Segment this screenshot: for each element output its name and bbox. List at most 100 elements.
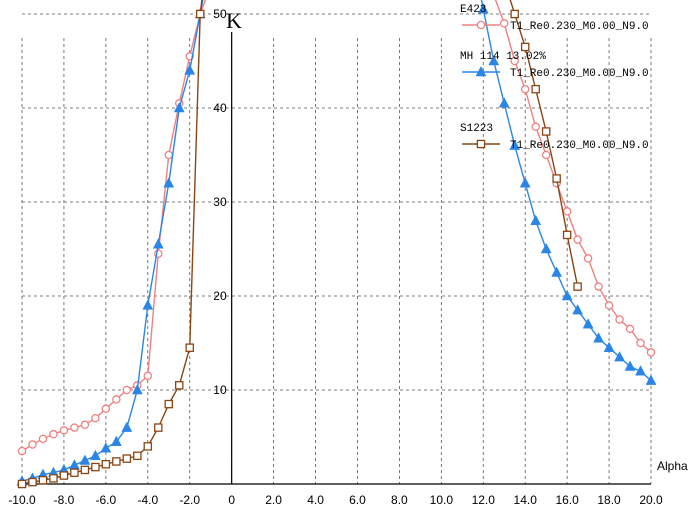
legend-series-subtitle: T1_Re0.230_M0.00_N9.0: [510, 21, 649, 33]
data-point: [133, 451, 142, 461]
data-point: [152, 238, 164, 249]
x-tick-label: -8.0: [54, 493, 75, 507]
legend-series-name: E423: [460, 4, 486, 16]
data-point: [646, 348, 656, 357]
data-point: [101, 460, 111, 469]
data-point: [122, 454, 132, 463]
y-tick-label: 10: [213, 383, 227, 397]
data-point: [509, 139, 521, 150]
data-point: [80, 420, 90, 430]
x-tick-label: -10.0: [8, 493, 36, 507]
data-point: [510, 9, 519, 19]
x-tick-label: -4.0: [137, 493, 158, 507]
data-point: [101, 404, 111, 414]
data-point: [614, 351, 625, 362]
data-point: [121, 421, 133, 432]
data-point: [561, 289, 573, 301]
data-point: [28, 477, 37, 487]
x-tick-label: 4.0: [307, 493, 324, 507]
data-point: [573, 282, 582, 291]
axes: [22, 32, 651, 485]
data-point: [498, 97, 510, 108]
legend-entry-0: E423 T1_Re0.230_M0.00_N9.0: [460, 4, 649, 33]
data-point: [91, 413, 100, 423]
legend-series-subtitle: T1_Re0.230_M0.00_N9.0: [510, 140, 649, 152]
data-point: [615, 315, 624, 324]
x-tick-label: 2.0: [265, 493, 282, 507]
data-point: [69, 459, 80, 470]
y-tick-label: 20: [213, 289, 227, 303]
data-point: [59, 426, 69, 435]
data-point: [91, 462, 100, 472]
data-point: [573, 235, 582, 244]
data-point: [89, 449, 101, 461]
x-tick-label: 18.0: [597, 493, 621, 507]
data-point: [530, 214, 542, 226]
data-point: [645, 374, 657, 385]
data-point: [636, 338, 645, 348]
data-point: [552, 174, 561, 183]
data-point: [17, 446, 27, 456]
data-point: [174, 381, 184, 390]
x-tick-label: -6.0: [96, 493, 117, 507]
data-point: [112, 395, 121, 404]
data-point: [38, 434, 48, 444]
data-point: [624, 360, 636, 371]
data-point: [143, 371, 153, 381]
data-point: [112, 457, 121, 466]
data-point: [100, 442, 112, 453]
data-point: [604, 301, 614, 310]
data-point: [582, 318, 594, 329]
data-point: [488, 54, 500, 66]
data-point: [110, 435, 122, 446]
data-point: [164, 399, 174, 409]
data-point: [49, 429, 58, 439]
data-point: [593, 332, 604, 343]
data-point: [540, 242, 552, 254]
x-tick-label: 0: [228, 493, 235, 507]
y-tick-label: 50: [213, 7, 227, 21]
data-point: [79, 454, 91, 465]
x-tick-label: 20.0: [639, 493, 663, 507]
data-point: [195, 9, 205, 19]
data-point: [49, 474, 58, 483]
data-point: [28, 440, 37, 449]
data-point: [59, 471, 69, 480]
x-tick-label: 8.0: [391, 493, 408, 507]
y-tick-labels: 102030405060708090: [213, 7, 227, 397]
data-point: [531, 84, 540, 94]
data-point: [583, 254, 593, 263]
data-point: [122, 385, 132, 395]
legend-marker: [476, 20, 486, 30]
y-axis-title: K: [226, 8, 242, 33]
y-tick-label: 40: [213, 101, 227, 115]
data-point: [519, 177, 531, 188]
data-point: [38, 475, 48, 485]
data-point: [70, 468, 79, 477]
x-tick-labels: -10.0 -8.0 -6.0 -4.0 -2.0 0 2.0 4.0 6.0 8.0 10.0 12…: [8, 493, 663, 507]
legend-series-name: MH 114 13.02%: [460, 51, 546, 63]
legend-series-subtitle: T1_Re0.230_M0.00_N9.0: [510, 68, 649, 80]
series-group: [16, 0, 657, 489]
legend-marker: [476, 139, 486, 149]
x-tick-label: 12.0: [472, 493, 496, 507]
data-point: [143, 442, 153, 451]
data-point: [635, 365, 646, 376]
data-point: [70, 423, 79, 432]
data-point: [184, 64, 196, 75]
data-point: [477, 3, 489, 14]
legend-series-name: S1223: [460, 123, 493, 135]
legend-marker: [475, 65, 487, 77]
series-2: [17, 0, 582, 489]
x-tick-label: -2.0: [179, 493, 200, 507]
data-point: [520, 84, 530, 94]
data-point: [562, 207, 572, 216]
data-point: [603, 341, 615, 352]
data-point: [80, 465, 90, 475]
series-0: [17, 0, 656, 456]
x-axis-title: Alpha: [657, 459, 688, 473]
legend: E423 T1_Re0.230_M0.00_N9.0 MH 114 13.02% T1…: [460, 4, 649, 152]
y-tick-label: 30: [213, 195, 227, 209]
data-point: [594, 282, 603, 291]
